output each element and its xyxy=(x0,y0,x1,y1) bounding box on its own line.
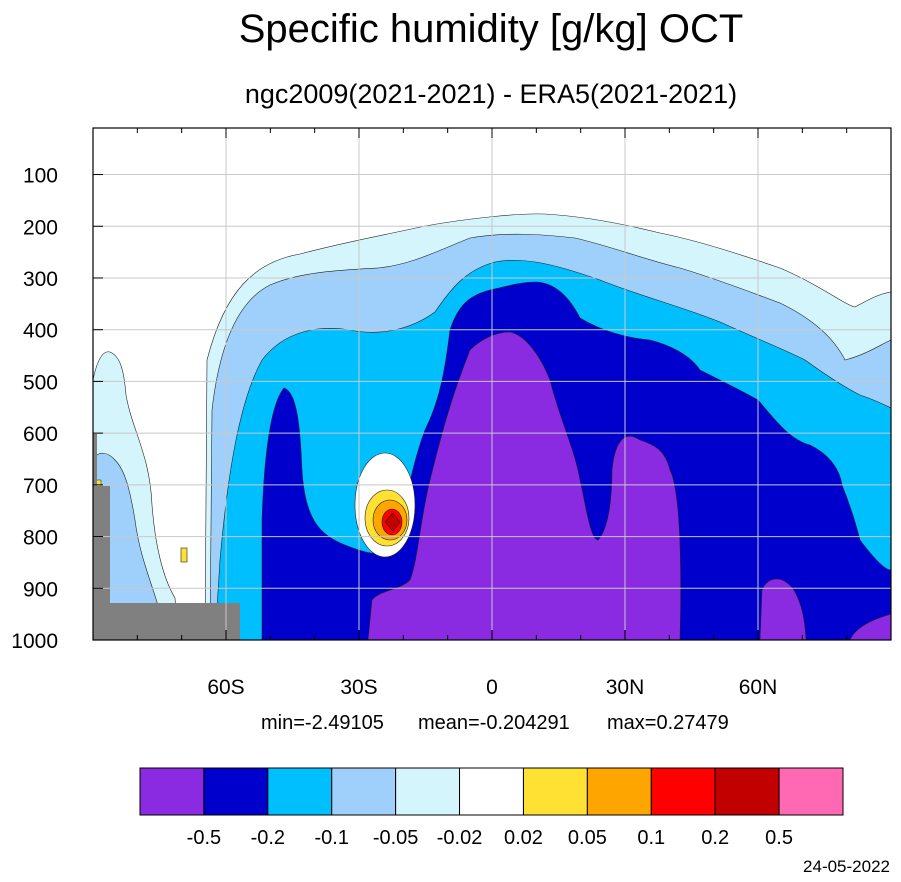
colorbar-swatch xyxy=(586,767,652,816)
y-tick-label: 700 xyxy=(23,475,58,498)
colorbar-swatch xyxy=(522,767,588,816)
missing-topography xyxy=(93,434,240,640)
grid-lines xyxy=(93,128,891,640)
colorbar-swatch xyxy=(139,767,205,816)
colorbar-swatch xyxy=(267,767,333,816)
colorbar-swatch xyxy=(203,767,269,816)
colorbar-labels: -0.5 -0.2 -0.1 -0.05 -0.02 0.02 0.05 0.1 0.2 0.5 xyxy=(187,827,793,849)
y-tick-label: 300 xyxy=(23,268,58,291)
chart-subtitle: ngc2009(2021-2021) - ERA5(2021-2021) xyxy=(245,79,737,109)
band-neg05 xyxy=(367,331,681,640)
x-tick-label: 0 xyxy=(486,676,498,699)
colorbar-label: 0.2 xyxy=(701,827,729,849)
y-tick-label: 900 xyxy=(23,578,58,601)
stats-mean: mean=-0.204291 xyxy=(418,712,570,734)
stats-max: max=0.27479 xyxy=(607,712,729,734)
x-tick-label: 30S xyxy=(340,676,377,699)
colorbar-swatch xyxy=(331,767,397,816)
colorbar-label: -0.1 xyxy=(314,827,348,849)
y-tick-label: 600 xyxy=(23,423,58,446)
colorbar-swatch xyxy=(714,767,780,816)
colorbar-swatch xyxy=(395,767,461,816)
date-stamp: 24-05-2022 xyxy=(803,857,890,876)
colorbar-label: -0.02 xyxy=(437,827,483,849)
x-tick-label: 30N xyxy=(606,676,645,699)
chart-title: Specific humidity [g/kg] OCT xyxy=(239,7,744,51)
x-axis: 60S 30S 0 30N 60N xyxy=(136,128,848,699)
colorbar-label: 0.1 xyxy=(637,827,665,849)
y-tick-label: 200 xyxy=(23,216,58,239)
x-tick-label: 60N xyxy=(739,676,778,699)
y-axis: 100 200 300 400 500 600 700 800 900 1000 xyxy=(11,165,103,653)
y-tick-label: 1000 xyxy=(11,630,58,653)
stats-min: min=-2.49105 xyxy=(261,712,384,734)
colorbar-label: 0.05 xyxy=(568,827,607,849)
colorbar-label: -0.05 xyxy=(373,827,419,849)
colorbar-swatch xyxy=(650,767,716,816)
colorbar-label: 0.5 xyxy=(765,827,793,849)
y-tick-label: 400 xyxy=(23,320,58,343)
colorbar-swatch xyxy=(778,767,844,816)
x-tick-label: 60S xyxy=(207,676,244,699)
colorbar-label: -0.2 xyxy=(251,827,285,849)
colorbar xyxy=(139,767,844,816)
y-tick-label: 800 xyxy=(23,527,58,550)
colorbar-label: -0.5 xyxy=(187,827,221,849)
colorbar-swatch xyxy=(459,767,524,816)
y-tick-label: 100 xyxy=(23,165,58,188)
colorbar-label: 0.02 xyxy=(504,827,543,849)
y-tick-label: 500 xyxy=(23,371,58,394)
